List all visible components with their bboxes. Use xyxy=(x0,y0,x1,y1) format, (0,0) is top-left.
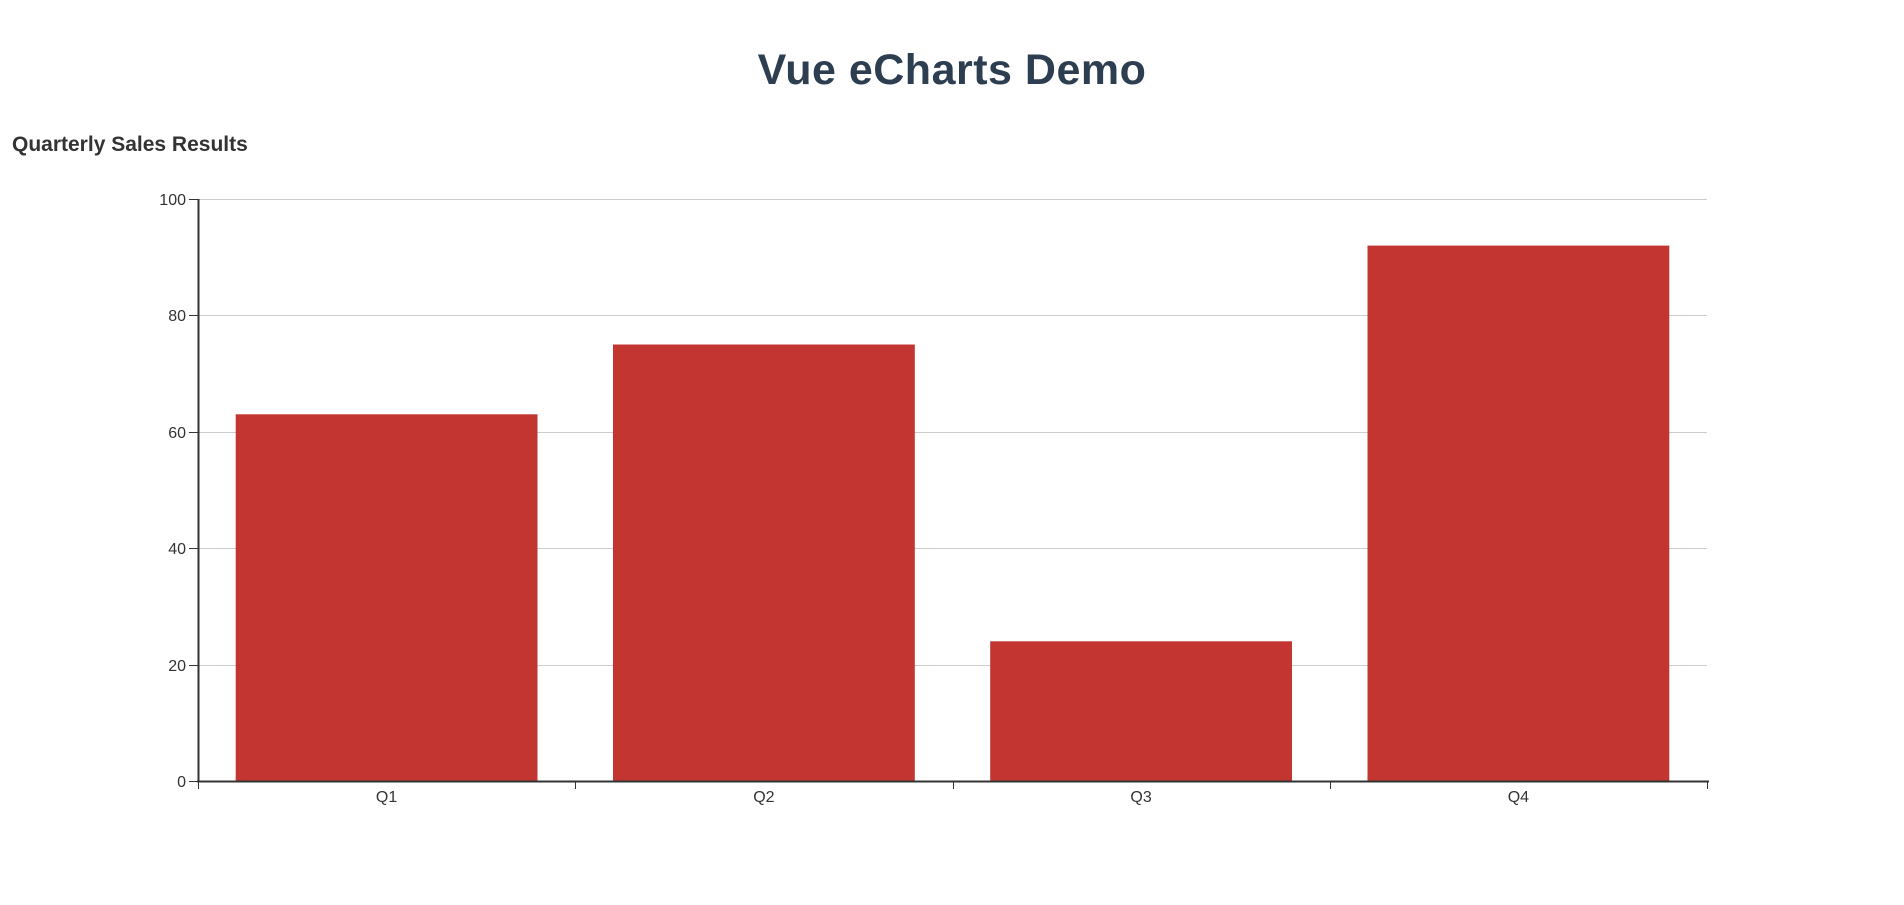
y-axis-label: 60 xyxy=(168,425,186,442)
x-axis-label: Q2 xyxy=(753,789,774,806)
y-axis-label: 100 xyxy=(159,192,186,209)
y-axis-label: 80 xyxy=(168,308,186,325)
x-axis-label: Q3 xyxy=(1130,789,1151,806)
chart-title: Quarterly Sales Results xyxy=(12,133,248,156)
page-title: Vue eCharts Demo xyxy=(757,46,1147,94)
bar-Q3[interactable] xyxy=(990,641,1292,781)
y-axis-label: 40 xyxy=(168,541,186,558)
x-axis-label: Q4 xyxy=(1508,789,1529,806)
y-axis-label: 20 xyxy=(168,658,186,675)
bar-Q2[interactable] xyxy=(613,344,915,782)
bar-Q4[interactable] xyxy=(1367,245,1670,782)
x-axis-label: Q1 xyxy=(376,789,397,806)
y-axis-label: 0 xyxy=(177,774,186,791)
bar-Q1[interactable] xyxy=(235,414,538,781)
